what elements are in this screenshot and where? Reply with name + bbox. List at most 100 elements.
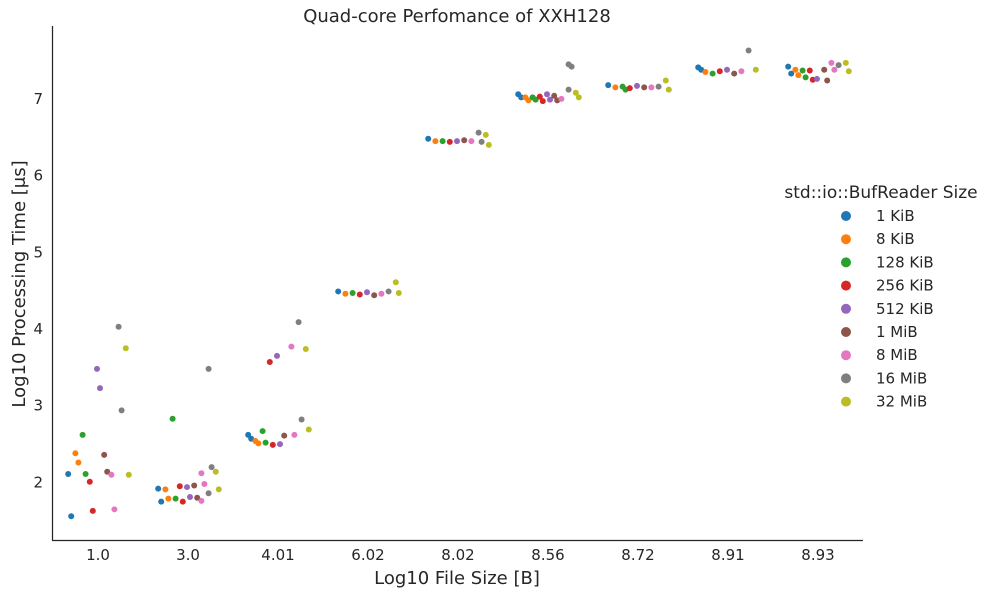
- x-tick-label: 3.0: [176, 546, 200, 564]
- data-point: [648, 84, 655, 91]
- data-point: [831, 66, 838, 73]
- data-point: [385, 288, 392, 295]
- data-point: [255, 440, 262, 447]
- data-point: [738, 68, 745, 75]
- data-point: [612, 84, 619, 91]
- data-point: [302, 345, 309, 352]
- data-point: [179, 498, 186, 505]
- data-point: [75, 459, 82, 466]
- legend-label: 128 KiB: [876, 253, 934, 271]
- y-tick-label: 6: [33, 167, 43, 185]
- data-point: [274, 352, 280, 359]
- legend-title: std::io::BufReader Size: [784, 183, 977, 203]
- data-point: [94, 365, 100, 372]
- data-point: [176, 483, 183, 490]
- data-point: [194, 494, 201, 501]
- data-point: [799, 67, 806, 74]
- data-point: [536, 93, 543, 100]
- data-point: [356, 291, 363, 298]
- legend-marker: [841, 303, 851, 314]
- data-point: [835, 62, 842, 69]
- legend-label: 32 MiB: [876, 393, 927, 411]
- data-point: [162, 486, 169, 493]
- data-point: [277, 441, 283, 448]
- data-point: [205, 365, 212, 372]
- data-point: [155, 485, 162, 492]
- data-point: [198, 470, 205, 477]
- data-point: [788, 70, 795, 77]
- data-point: [485, 141, 492, 148]
- data-point: [104, 468, 111, 475]
- data-point: [544, 91, 550, 98]
- legend-label: 1 KiB: [876, 207, 915, 225]
- data-point: [446, 138, 453, 145]
- legend-label: 512 KiB: [876, 300, 934, 318]
- data-point: [482, 131, 489, 138]
- legend-marker: [841, 234, 851, 245]
- data-point: [565, 86, 572, 93]
- x-tick-label: 8.91: [711, 546, 744, 564]
- legend-marker: [841, 211, 851, 221]
- data-point: [655, 83, 662, 90]
- data-point: [89, 507, 96, 514]
- data-point: [454, 138, 460, 145]
- data-point: [795, 72, 802, 79]
- data-point: [641, 84, 648, 91]
- x-tick-label: 6.02: [351, 546, 384, 564]
- data-point: [335, 288, 342, 295]
- data-point: [845, 68, 852, 75]
- data-point: [65, 471, 72, 478]
- x-tick-label: 4.01: [261, 546, 294, 564]
- data-point: [118, 407, 125, 414]
- data-point: [165, 495, 172, 502]
- legend-marker: [841, 280, 851, 291]
- data-point: [269, 441, 276, 448]
- data-point: [262, 439, 269, 446]
- data-point: [802, 74, 809, 81]
- data-point: [72, 450, 79, 457]
- data-point: [724, 66, 730, 73]
- data-point: [814, 75, 820, 82]
- data-point: [169, 415, 176, 422]
- y-tick-label: 2: [33, 473, 43, 491]
- data-point: [461, 137, 468, 144]
- data-point: [395, 289, 402, 296]
- data-point: [378, 290, 385, 297]
- data-point: [605, 82, 612, 89]
- data-point: [371, 292, 378, 299]
- data-point: [468, 138, 475, 145]
- data-point: [111, 506, 118, 513]
- data-point: [101, 451, 108, 458]
- data-point: [201, 480, 208, 487]
- data-point: [208, 464, 215, 471]
- data-point: [425, 135, 432, 142]
- data-point: [108, 471, 115, 478]
- data-point: [79, 431, 86, 438]
- data-point: [295, 319, 302, 326]
- data-point: [745, 47, 752, 54]
- data-point: [518, 94, 525, 101]
- data-point: [281, 432, 288, 439]
- legend-label: 8 MiB: [876, 346, 918, 364]
- data-point: [828, 59, 835, 66]
- data-point: [702, 69, 709, 76]
- data-point: [575, 94, 582, 101]
- data-point: [215, 486, 222, 493]
- data-point: [158, 498, 165, 505]
- data-point: [568, 63, 575, 70]
- data-point: [558, 95, 565, 102]
- chart-title: Quad-core Perfomance of XXH128: [303, 6, 611, 27]
- data-point: [842, 59, 849, 66]
- x-tick-label: 8.72: [621, 546, 654, 564]
- data-point: [478, 138, 485, 145]
- data-point: [266, 359, 273, 366]
- data-point: [97, 385, 103, 392]
- x-tick-label: 8.93: [801, 546, 834, 564]
- y-tick-label: 5: [33, 243, 43, 261]
- data-point: [291, 431, 298, 438]
- data-point: [551, 92, 558, 99]
- legend-label: 16 MiB: [876, 369, 927, 387]
- data-point: [342, 290, 349, 297]
- data-point: [665, 86, 672, 93]
